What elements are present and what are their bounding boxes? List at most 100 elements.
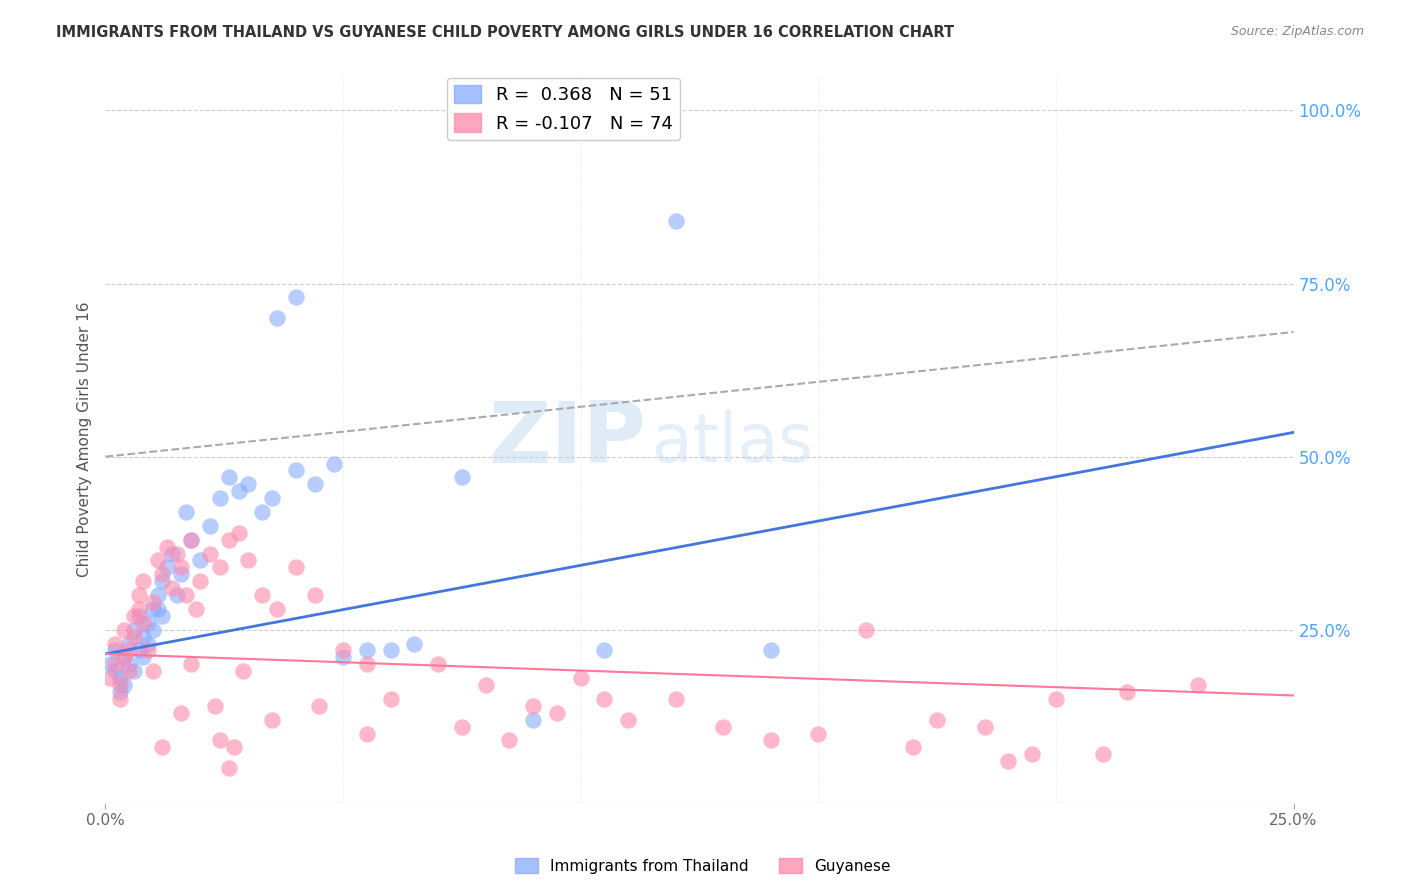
Point xyxy=(332,650,354,665)
Point xyxy=(304,588,326,602)
Point xyxy=(427,657,450,672)
Point xyxy=(236,477,259,491)
Point xyxy=(170,560,193,574)
Point xyxy=(204,698,226,713)
Text: ZIP: ZIP xyxy=(488,398,645,481)
Text: atlas: atlas xyxy=(652,410,813,476)
Point xyxy=(450,720,472,734)
Point xyxy=(122,608,145,623)
Point xyxy=(474,678,496,692)
Point xyxy=(228,484,250,499)
Point xyxy=(569,671,592,685)
Point xyxy=(260,713,283,727)
Point xyxy=(190,574,212,589)
Point xyxy=(450,470,472,484)
Point xyxy=(1187,678,1209,692)
Point xyxy=(128,602,150,616)
Point xyxy=(807,726,830,740)
Point xyxy=(711,720,734,734)
Point xyxy=(380,692,402,706)
Point xyxy=(108,692,131,706)
Point xyxy=(522,698,544,713)
Point xyxy=(166,588,188,602)
Point xyxy=(284,463,307,477)
Point xyxy=(142,595,165,609)
Point xyxy=(304,477,326,491)
Point xyxy=(855,623,877,637)
Point xyxy=(232,665,254,679)
Point xyxy=(190,553,212,567)
Point xyxy=(114,623,136,637)
Point xyxy=(184,602,207,616)
Point xyxy=(252,505,274,519)
Point xyxy=(152,574,174,589)
Point xyxy=(356,657,378,672)
Point xyxy=(198,519,221,533)
Point xyxy=(114,650,136,665)
Point xyxy=(118,643,141,657)
Point xyxy=(174,505,197,519)
Point xyxy=(665,214,688,228)
Point xyxy=(208,491,231,505)
Point xyxy=(1045,692,1067,706)
Point xyxy=(160,547,183,561)
Point xyxy=(356,726,378,740)
Point xyxy=(104,636,127,650)
Point xyxy=(284,560,307,574)
Point xyxy=(118,657,141,672)
Point xyxy=(593,643,616,657)
Point xyxy=(266,311,288,326)
Point xyxy=(322,457,344,471)
Point xyxy=(617,713,640,727)
Point xyxy=(128,608,150,623)
Point xyxy=(104,665,127,679)
Point xyxy=(180,533,202,547)
Legend: Immigrants from Thailand, Guyanese: Immigrants from Thailand, Guyanese xyxy=(509,852,897,880)
Point xyxy=(136,615,159,630)
Point xyxy=(380,643,402,657)
Point xyxy=(404,636,426,650)
Point xyxy=(308,698,330,713)
Point xyxy=(759,643,782,657)
Point xyxy=(132,574,155,589)
Point xyxy=(218,533,240,547)
Point xyxy=(546,706,568,720)
Point xyxy=(218,470,240,484)
Point xyxy=(146,588,169,602)
Point xyxy=(260,491,283,505)
Point xyxy=(665,692,688,706)
Point xyxy=(284,290,307,304)
Point xyxy=(903,740,925,755)
Text: IMMIGRANTS FROM THAILAND VS GUYANESE CHILD POVERTY AMONG GIRLS UNDER 16 CORRELAT: IMMIGRANTS FROM THAILAND VS GUYANESE CHI… xyxy=(56,25,955,40)
Point xyxy=(973,720,995,734)
Point xyxy=(925,713,948,727)
Point xyxy=(152,567,174,582)
Point xyxy=(222,740,245,755)
Point xyxy=(208,560,231,574)
Point xyxy=(108,678,131,692)
Point xyxy=(218,761,240,775)
Point xyxy=(136,643,159,657)
Point xyxy=(1021,747,1043,762)
Point xyxy=(228,525,250,540)
Point xyxy=(236,553,259,567)
Point xyxy=(132,650,155,665)
Point xyxy=(997,754,1019,768)
Point xyxy=(1092,747,1115,762)
Point xyxy=(114,678,136,692)
Point xyxy=(108,671,131,685)
Point xyxy=(152,608,174,623)
Point xyxy=(170,567,193,582)
Point xyxy=(170,706,193,720)
Text: Source: ZipAtlas.com: Source: ZipAtlas.com xyxy=(1230,25,1364,38)
Point xyxy=(332,643,354,657)
Point xyxy=(252,588,274,602)
Point xyxy=(160,581,183,595)
Point xyxy=(104,657,127,672)
Point xyxy=(114,650,136,665)
Point xyxy=(522,713,544,727)
Point xyxy=(208,733,231,747)
Point xyxy=(108,685,131,699)
Point xyxy=(1116,685,1139,699)
Point xyxy=(156,540,179,554)
